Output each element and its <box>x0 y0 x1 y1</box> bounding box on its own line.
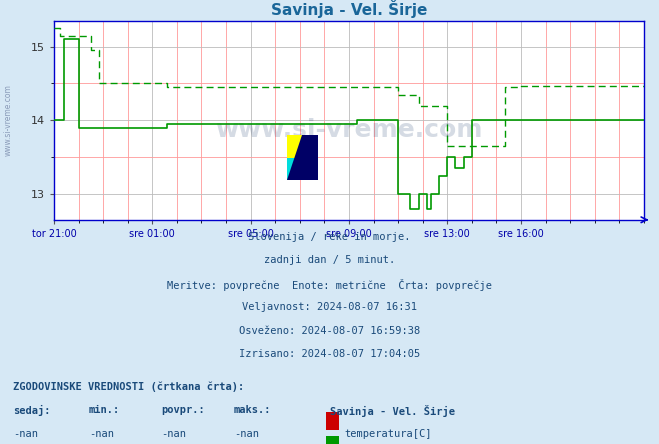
Text: Veljavnost: 2024-08-07 16:31: Veljavnost: 2024-08-07 16:31 <box>242 302 417 313</box>
Text: -nan: -nan <box>161 428 186 439</box>
Text: Slovenija / reke in morje.: Slovenija / reke in morje. <box>248 232 411 242</box>
Text: temperatura[C]: temperatura[C] <box>344 428 432 439</box>
Text: sedaj:: sedaj: <box>13 405 51 416</box>
Title: Savinja - Vel. Širje: Savinja - Vel. Širje <box>271 0 427 18</box>
Text: -nan: -nan <box>89 428 114 439</box>
Bar <box>326 412 339 430</box>
Bar <box>287 135 302 158</box>
Bar <box>302 135 318 180</box>
Text: povpr.:: povpr.: <box>161 405 205 415</box>
Text: Savinja - Vel. Širje: Savinja - Vel. Širje <box>330 405 455 417</box>
Text: Izrisano: 2024-08-07 17:04:05: Izrisano: 2024-08-07 17:04:05 <box>239 349 420 359</box>
Text: www.si-vreme.com: www.si-vreme.com <box>215 118 482 142</box>
Text: Osveženo: 2024-08-07 16:59:38: Osveženo: 2024-08-07 16:59:38 <box>239 326 420 336</box>
Text: min.:: min.: <box>89 405 120 415</box>
Polygon shape <box>287 135 302 180</box>
Text: zadnji dan / 5 minut.: zadnji dan / 5 minut. <box>264 255 395 266</box>
Bar <box>287 158 302 180</box>
Text: maks.:: maks.: <box>234 405 272 415</box>
Text: -nan: -nan <box>234 428 259 439</box>
Text: Meritve: povprečne  Enote: metrične  Črta: povprečje: Meritve: povprečne Enote: metrične Črta:… <box>167 279 492 291</box>
Text: www.si-vreme.com: www.si-vreme.com <box>4 84 13 156</box>
Bar <box>326 436 339 444</box>
Text: -nan: -nan <box>13 428 38 439</box>
Text: ZGODOVINSKE VREDNOSTI (črtkana črta):: ZGODOVINSKE VREDNOSTI (črtkana črta): <box>13 381 244 392</box>
